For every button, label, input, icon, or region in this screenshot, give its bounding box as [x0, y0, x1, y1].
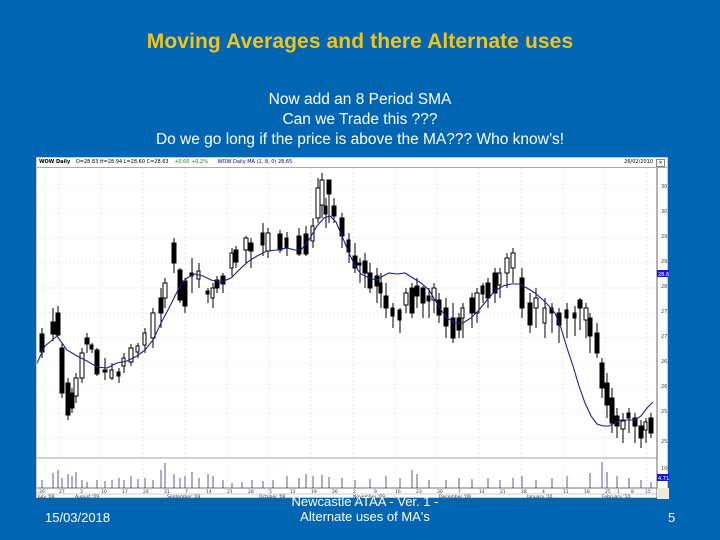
svg-text:4.71M: 4.71M [658, 476, 669, 482]
svg-text:23: 23 [416, 489, 422, 495]
footer-date: 15/03/2018 [45, 510, 111, 525]
svg-text:December '09: December '09 [439, 494, 471, 499]
svg-text:27.0: 27.0 [661, 334, 669, 340]
svg-text:17: 17 [122, 489, 128, 495]
candles [39, 173, 654, 448]
svg-text:2: 2 [353, 489, 356, 495]
footer-caption-line-1: Newcastle ATAA - Ver. 1 - [291, 494, 439, 509]
chart-symbol: WOW Daily [39, 159, 71, 165]
svg-text:September '09: September '09 [167, 494, 200, 499]
page-number: 5 [668, 510, 676, 525]
stock-chart-screenshot: WOW Daily O=28.83 H=28.94 L=28.60 C=28.6… [36, 157, 669, 499]
time-axis-day-labels: 20 27 3 10 17 24 31 7 14 21 28 5 12 19 2… [39, 489, 651, 495]
svg-text:28: 28 [521, 489, 527, 495]
svg-text:24: 24 [143, 489, 149, 495]
candlestick-chart: 30.5 30.0 29.5 29.0 28.0 27.5 27.0 26.5 … [37, 168, 669, 499]
svg-text:28.65: 28.65 [658, 272, 669, 278]
chart-date: 26/02/2010 [624, 159, 653, 165]
svg-text:15: 15 [645, 489, 651, 495]
svg-text:5: 5 [269, 489, 272, 495]
svg-text:27: 27 [59, 489, 65, 495]
svg-text:14: 14 [206, 489, 212, 495]
svg-text:February '10: February '10 [602, 494, 630, 499]
svg-text:29.5: 29.5 [661, 234, 669, 240]
svg-text:26.0: 26.0 [661, 384, 669, 390]
volume-tag [657, 474, 669, 481]
svg-text:19: 19 [311, 489, 317, 495]
svg-text:7: 7 [185, 489, 188, 495]
svg-text:21: 21 [227, 489, 233, 495]
subtitle-line-3: Do we go long if the price is above the … [155, 131, 565, 148]
svg-text:January '10: January '10 [526, 494, 553, 499]
svg-text:27.5: 27.5 [661, 309, 669, 315]
chart-window-button[interactable]: × [656, 159, 665, 167]
svg-text:November '09: November '09 [353, 494, 385, 499]
svg-text:4: 4 [542, 489, 545, 495]
subtitle-line-2: Can we Trade this ??? [282, 111, 438, 128]
svg-text:26.5: 26.5 [661, 359, 669, 365]
svg-text:30.5: 30.5 [661, 184, 669, 190]
chart-change: +0.00 +0.2% [174, 159, 208, 165]
svg-text:12: 12 [290, 489, 296, 495]
svg-text:11: 11 [563, 489, 569, 495]
axis-corner [657, 488, 669, 499]
svg-text:30: 30 [437, 489, 443, 495]
svg-text:28: 28 [248, 489, 254, 495]
svg-text:29.0: 29.0 [661, 259, 669, 265]
svg-text:30.0: 30.0 [661, 209, 669, 215]
footer-caption-line-2: Alternate uses of MA's [300, 509, 430, 524]
svg-text:26: 26 [332, 489, 338, 495]
svg-text:16: 16 [395, 489, 401, 495]
svg-text:31: 31 [164, 489, 170, 495]
svg-text:1: 1 [617, 489, 620, 495]
svg-text:7: 7 [458, 489, 461, 495]
slide-title: Moving Averages and there Alternate uses [146, 30, 574, 53]
svg-text:25.0: 25.0 [661, 439, 669, 445]
svg-text:July '09: July '09 [37, 494, 55, 499]
price-axis-labels: 30.5 30.0 29.5 29.0 28.0 27.5 27.0 26.5 … [661, 184, 669, 472]
chart-ohlc: O=28.83 H=28.94 L=28.60 C=28.63 [75, 159, 169, 165]
svg-text:8: 8 [631, 489, 634, 495]
volume-bars [41, 462, 652, 488]
chart-header: WOW Daily O=28.83 H=28.94 L=28.60 C=28.6… [37, 158, 667, 168]
sma-8-line [37, 215, 654, 427]
svg-text:October '09: October '09 [259, 494, 286, 499]
svg-text:10: 10 [101, 489, 107, 495]
svg-text:August '09: August '09 [75, 494, 99, 499]
svg-text:14: 14 [479, 489, 485, 495]
slide-subtitle: Now add an 8 Period SMA Can we Trade thi… [0, 90, 720, 150]
grid-lines [37, 168, 657, 488]
chart-ma-label: WOW Daily MA (1, 8, 0) 28.65 [217, 159, 293, 165]
svg-text:20: 20 [39, 489, 45, 495]
svg-text:25: 25 [605, 489, 611, 495]
svg-text:10M: 10M [661, 466, 669, 472]
svg-text:25.5: 25.5 [661, 409, 669, 415]
svg-text:28.0: 28.0 [661, 284, 669, 290]
subtitle-line-1: Now add an 8 Period SMA [268, 91, 452, 108]
svg-text:18: 18 [584, 489, 590, 495]
svg-text:9: 9 [374, 489, 377, 495]
footer-caption: Newcastle ATAA - Ver. 1 - Alternate uses… [220, 494, 510, 524]
svg-text:21: 21 [500, 489, 506, 495]
last-price-tag [657, 270, 669, 277]
time-axis-month-labels: July '09 August '09 September '09 Octobe… [37, 494, 630, 499]
svg-text:3: 3 [80, 489, 83, 495]
